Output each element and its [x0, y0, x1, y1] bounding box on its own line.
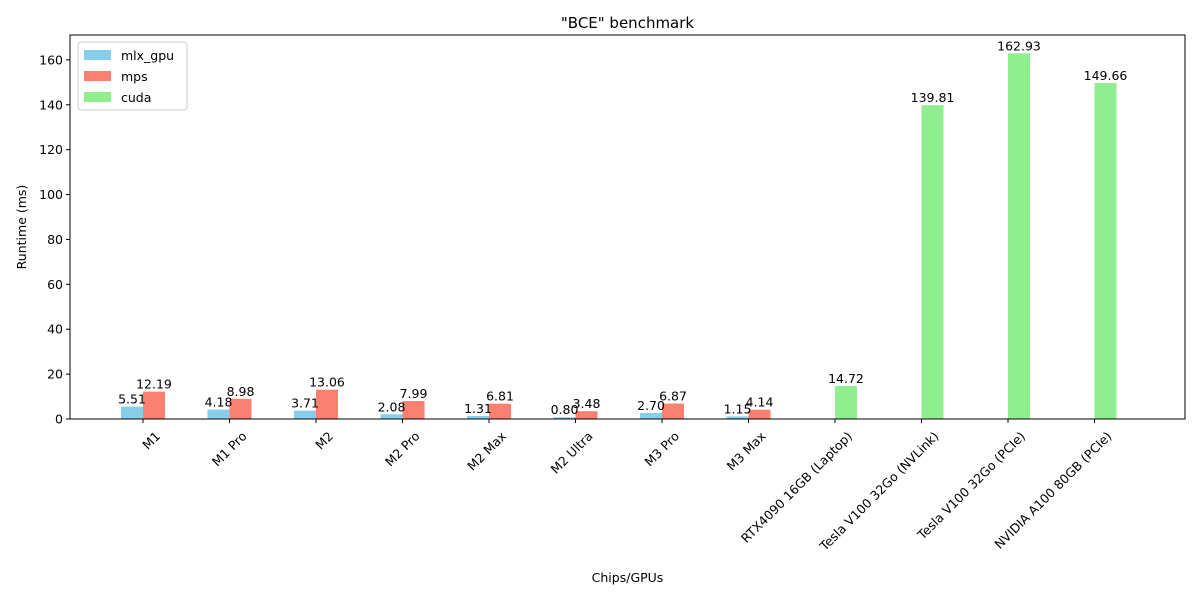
bar-cuda [1094, 83, 1117, 420]
x-tick-label: M2 Ultra [548, 429, 596, 477]
plot-frame [69, 34, 1186, 420]
x-tick-label: M2 Pro [382, 429, 423, 470]
legend-label-mps: mps [121, 69, 148, 84]
data-label-mlx-gpu: 1.15 [724, 401, 752, 416]
data-label-mps: 13.06 [309, 375, 345, 390]
bars [121, 53, 1117, 420]
legend-label-cuda: cuda [121, 90, 151, 105]
legend-item-mps: mps [84, 69, 148, 84]
chart-title: "BCE" benchmark [561, 14, 695, 32]
y-tick-label: 160 [39, 52, 63, 67]
bar-mps [316, 389, 338, 419]
x-tick-label: M2 Max [464, 429, 509, 474]
bar-mps [748, 409, 771, 419]
x-tick-label: M1 Pro [209, 429, 250, 470]
x-axis-title: Chips/GPUs [592, 570, 664, 585]
data-label-cuda: 149.66 [1084, 68, 1128, 83]
data-label-cuda: 162.93 [997, 38, 1041, 53]
data-label-mlx-gpu: 0.80 [551, 402, 579, 417]
data-label-mlx-gpu: 2.08 [378, 399, 406, 414]
legend-label-mlx-gpu: mlx_gpu [121, 48, 174, 63]
legend: mlx_gpu mps cuda [77, 41, 188, 111]
data-label-mlx-gpu: 1.31 [464, 401, 492, 416]
y-tick-label: 20 [47, 367, 63, 382]
bar-mlx-gpu [294, 410, 316, 419]
y-tick-label: 140 [39, 97, 63, 112]
bar-mlx-gpu [640, 412, 662, 419]
data-label-mps: 12.19 [136, 377, 172, 392]
legend-item-cuda: cuda [84, 90, 151, 105]
bar-cuda [835, 385, 857, 419]
legend-swatch-mlx-gpu [84, 50, 111, 60]
data-label-cuda: 139.81 [911, 90, 955, 105]
bar-mps [143, 391, 165, 419]
data-label-cuda: 14.72 [828, 371, 864, 386]
legend-item-mlx-gpu: mlx_gpu [84, 48, 174, 63]
bar-cuda [1008, 53, 1030, 419]
data-label-mps: 8.98 [227, 384, 255, 399]
x-axis-ticks: M1 M1 Pro M2 M2 Pro M2 Max M2 Ultra M3 Pro M3 M… [139, 419, 1115, 554]
data-label-mps: 4.14 [746, 395, 774, 410]
bar-cuda [921, 105, 944, 420]
data-label-mlx-gpu: 3.71 [291, 396, 319, 411]
bar-mlx-gpu [553, 417, 576, 419]
y-tick-label: 60 [47, 277, 63, 292]
bar-mlx-gpu [207, 409, 230, 419]
y-axis-ticks: 0 20 40 60 80 100 120 140 160 [39, 52, 70, 427]
y-tick-label: 120 [39, 142, 63, 157]
bar-mps [402, 401, 425, 419]
x-tick-label: M1 [139, 429, 163, 453]
data-label-mps: 7.99 [400, 386, 428, 401]
bar-mlx-gpu [467, 416, 489, 419]
data-label-mps: 6.81 [486, 389, 514, 404]
bar-mps [662, 403, 684, 419]
bar-mlx-gpu [380, 414, 403, 419]
data-label-mps: 6.87 [659, 389, 687, 404]
bar-mps [575, 411, 598, 419]
legend-swatch-mps [84, 71, 111, 81]
y-tick-label: 100 [39, 187, 63, 202]
data-labels: 5.51 4.18 3.71 2.08 1.31 0.80 2.70 1.15 12.19 8.9… [118, 38, 1127, 417]
legend-swatch-cuda [84, 92, 111, 102]
data-label-mps: 3.48 [573, 396, 601, 411]
data-label-mlx-gpu: 4.18 [205, 395, 233, 410]
bar-mps [489, 403, 511, 419]
data-label-mlx-gpu: 5.51 [118, 392, 146, 407]
bar-mps [229, 398, 252, 419]
y-tick-label: 0 [55, 412, 63, 427]
bar-mlx-gpu [121, 406, 143, 419]
y-tick-label: 40 [47, 322, 63, 337]
y-tick-label: 80 [47, 232, 63, 247]
data-label-mlx-gpu: 2.70 [637, 398, 665, 413]
bar-mlx-gpu [726, 416, 749, 419]
x-tick-label: M3 Max [724, 429, 769, 474]
y-axis-title: Runtime (ms) [14, 185, 29, 270]
x-tick-label: M2 [312, 429, 336, 453]
x-tick-label: M3 Pro [641, 429, 682, 470]
